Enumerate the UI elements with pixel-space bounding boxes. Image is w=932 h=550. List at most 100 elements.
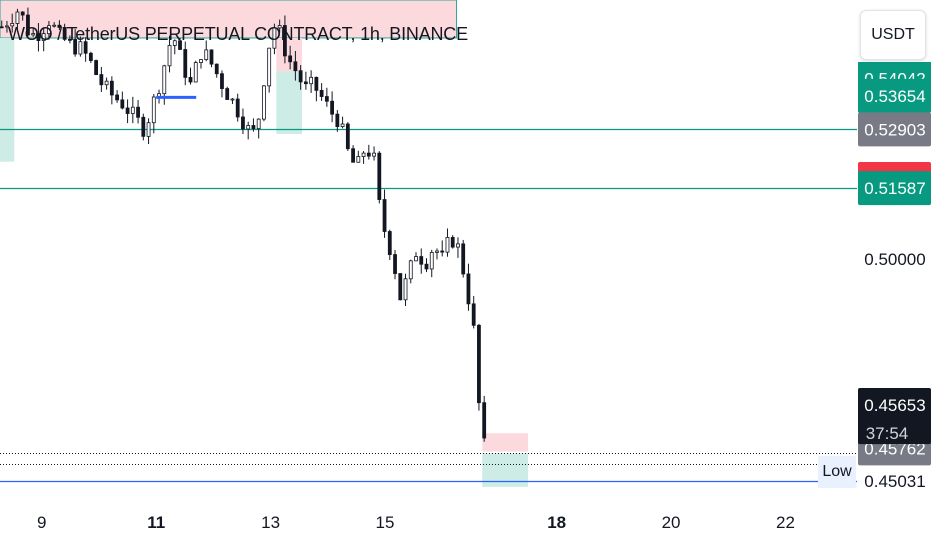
price-tag-bg-5	[858, 171, 931, 206]
x-tick-label-4: 18	[547, 513, 566, 532]
candle-body-75	[393, 254, 397, 274]
candle-body-73	[382, 199, 387, 232]
price-tag-label-10: 0.45031	[864, 472, 925, 491]
x-tick-label-6: 22	[776, 513, 795, 532]
candle-body-61	[319, 89, 324, 97]
candle-body-25	[130, 106, 135, 114]
candle-body-68	[356, 156, 361, 163]
x-tick-label-2: 13	[261, 513, 280, 532]
candle-body-45	[235, 98, 240, 118]
price-tag-label-5: 0.51587	[864, 179, 925, 198]
x-tick-label-1: 11	[147, 513, 165, 532]
candle-body-78	[408, 260, 413, 280]
candle-body-84	[440, 250, 445, 253]
candle-body-76	[398, 273, 403, 301]
bar-countdown: 37:54	[866, 424, 909, 443]
candle-body-17	[88, 52, 93, 61]
zone-0	[0, 0, 458, 39]
candle-body-69	[361, 152, 366, 157]
low-label: Low	[818, 456, 856, 488]
candle-body-2	[10, 23, 15, 27]
candle-body-8	[41, 33, 46, 42]
candle-body-31	[162, 65, 167, 95]
candle-body-37	[193, 62, 198, 83]
candle-body-15	[78, 41, 83, 55]
candle-body-5	[26, 14, 30, 36]
candle-body-0	[0, 26, 4, 29]
candle-body-66	[345, 123, 350, 150]
candle-body-46	[241, 116, 245, 130]
candle-body-35	[183, 49, 188, 78]
candle-body-58	[303, 81, 308, 85]
x-axis: 9 11 13 15 18 20 22	[37, 513, 795, 532]
candle-body-26	[136, 106, 140, 118]
candle-body-24	[125, 107, 130, 114]
candle-body-54	[283, 25, 287, 57]
candle-body-14	[73, 39, 78, 55]
price-tag-bg-3	[858, 112, 931, 147]
candle-body-20	[104, 80, 109, 86]
candle-body-79	[414, 256, 418, 262]
currency-button[interactable]: USDT	[860, 10, 926, 60]
candle-body-19	[99, 74, 104, 86]
candle-body-80	[419, 256, 424, 265]
candle-body-50	[262, 85, 266, 120]
candle-body-55	[288, 55, 293, 63]
candle-body-85	[445, 237, 450, 253]
candle-body-38	[199, 59, 203, 63]
candle-body-71	[372, 152, 376, 157]
candle-body-51	[267, 47, 272, 87]
candle-body-12	[62, 27, 67, 40]
candle-body-62	[324, 96, 329, 102]
price-tag-bg-2	[858, 78, 931, 113]
price-axis[interactable]: 0.551950.540420.536540.529030.517930.515…	[857, 0, 932, 550]
candle-body-27	[141, 116, 146, 137]
candle-body-56	[293, 61, 298, 72]
x-tick-label-0: 9	[37, 513, 46, 532]
candle-body-4	[20, 11, 25, 16]
candle-body-28	[146, 122, 151, 137]
candle-body-70	[366, 152, 371, 157]
candle-body-7	[36, 33, 41, 42]
price-tag-label-2: 0.53654	[864, 87, 925, 106]
candle-body-74	[387, 231, 392, 255]
price-tag-bg-9	[858, 388, 931, 445]
candle-body-77	[403, 278, 408, 301]
candle-body-88	[461, 243, 466, 275]
candle-body-3	[15, 11, 20, 24]
candle-body-67	[351, 148, 355, 163]
candle-body-16	[83, 41, 88, 54]
candle-body-90	[471, 303, 476, 326]
candle-body-40	[209, 49, 214, 65]
candle-body-65	[340, 123, 345, 128]
candle-body-44	[230, 98, 235, 101]
candle-body-10	[52, 24, 57, 27]
chart-title: WOO / TetherUS PERPETUAL CONTRACT, 1h, B…	[8, 24, 468, 44]
price-tag-label-9: 0.45653	[864, 396, 925, 415]
candle-body-43	[225, 88, 230, 100]
chart-horizontal-lines	[0, 128, 857, 483]
price-tag-label-3: 0.52903	[864, 120, 925, 139]
candle-body-34	[178, 40, 182, 50]
candle-body-47	[246, 125, 251, 130]
candle-body-11	[57, 24, 62, 28]
candle-body-23	[120, 99, 125, 109]
candle-body-81	[424, 263, 429, 270]
candle-body-72	[377, 152, 382, 200]
candle-body-53	[277, 25, 282, 29]
candle-body-48	[251, 125, 256, 130]
candle-body-33	[172, 40, 177, 46]
candle-body-63	[330, 100, 335, 115]
candle-body-89	[466, 273, 471, 305]
price-tag-label-6: 0.50000	[864, 250, 925, 269]
candle-body-29	[151, 96, 156, 124]
candle-body-21	[109, 80, 114, 96]
candle-body-32	[167, 45, 172, 67]
zone-1	[0, 37, 15, 162]
candlestick-series	[0, 7, 487, 442]
candle-body-41	[214, 63, 219, 75]
candle-body-49	[256, 118, 261, 130]
candle-body-57	[298, 70, 303, 83]
candle-body-59	[309, 76, 314, 85]
